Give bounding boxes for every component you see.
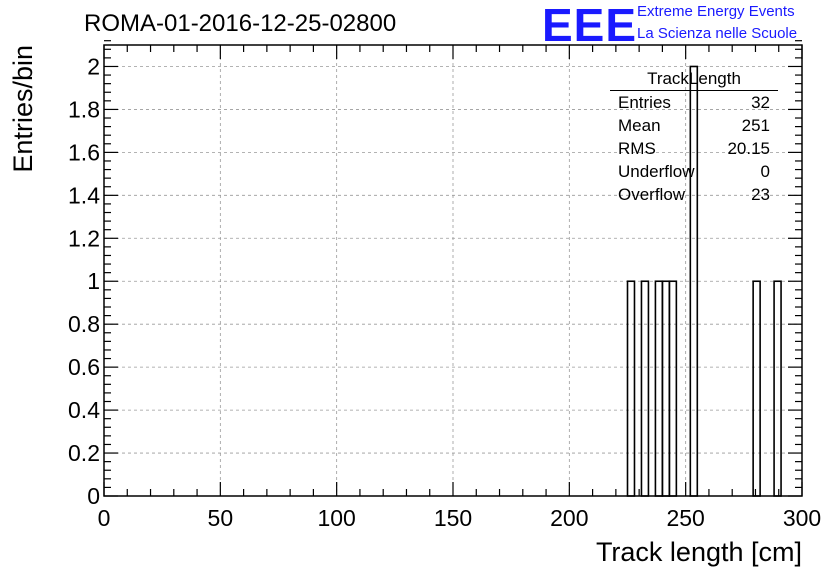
y-tick-label: 2	[87, 53, 100, 79]
histogram-bar	[654, 280, 664, 497]
stats-row: Underflow 0	[610, 160, 778, 183]
stats-label: Mean	[618, 116, 661, 135]
stats-row: RMS 20.15	[610, 137, 778, 160]
logo-caption-line2: La Scienza nelle Scuole	[637, 25, 798, 42]
y-tick-label: 0.4	[68, 397, 100, 423]
x-tick-label: 50	[208, 505, 234, 531]
histogram-bar	[668, 280, 678, 497]
y-tick-label: 0.6	[68, 354, 100, 380]
stats-label: Overflow	[618, 185, 686, 204]
stats-value: 23	[751, 185, 770, 204]
page-title: ROMA-01-2016-12-25-02800	[84, 10, 397, 37]
y-tick-label: 1.2	[68, 225, 100, 251]
stats-box: TrackLength Entries 32 Mean 251 RMS 20.15 U…	[610, 68, 778, 206]
stats-value: 0	[760, 162, 770, 181]
histogram-bar	[752, 280, 761, 497]
stats-value: 20.15	[727, 139, 770, 158]
eee-logo: EEE	[542, 0, 638, 51]
stats-label: Underflow	[618, 162, 695, 181]
stats-row: Overflow 23	[610, 183, 778, 206]
y-tick-label: 0.8	[68, 311, 100, 337]
y-axis-label: Entries/bin	[8, 45, 38, 173]
y-tick-label: 1.6	[68, 139, 100, 165]
stats-row: Mean 251	[610, 114, 778, 137]
y-tick-label: 0	[87, 483, 100, 509]
y-tick-label: 0.2	[68, 440, 100, 466]
x-tick-label: 200	[550, 505, 588, 531]
histogram-bar	[773, 280, 782, 497]
y-tick-label: 1	[87, 268, 100, 294]
logo-caption-line1: Extreme Energy Events	[637, 3, 795, 20]
x-axis-ticks: 0 50 100 150 200 250 300	[98, 45, 821, 531]
x-axis-label: Track length [cm]	[596, 537, 802, 567]
y-tick-label: 1.8	[68, 96, 100, 122]
histogram-bar	[626, 280, 636, 497]
histogram-bar	[640, 280, 650, 497]
y-axis-ticks: 0 0.2 0.4 0.6 0.8 1 1.2 1.4 1.6 1.8 2	[68, 40, 802, 509]
stats-label: RMS	[618, 139, 656, 158]
stats-title: TrackLength	[610, 68, 778, 91]
x-tick-label: 0	[98, 505, 111, 531]
x-tick-label: 250	[666, 505, 704, 531]
x-tick-label: 100	[317, 505, 355, 531]
stats-label: Entries	[618, 93, 671, 112]
histogram-bar	[661, 280, 671, 497]
grid-lines	[104, 45, 802, 496]
x-tick-label: 150	[434, 505, 472, 531]
stats-row: Entries 32	[610, 91, 778, 114]
stats-value: 32	[751, 93, 770, 112]
x-tick-label: 300	[783, 505, 821, 531]
stats-value: 251	[741, 116, 770, 135]
y-tick-label: 1.4	[68, 182, 100, 208]
